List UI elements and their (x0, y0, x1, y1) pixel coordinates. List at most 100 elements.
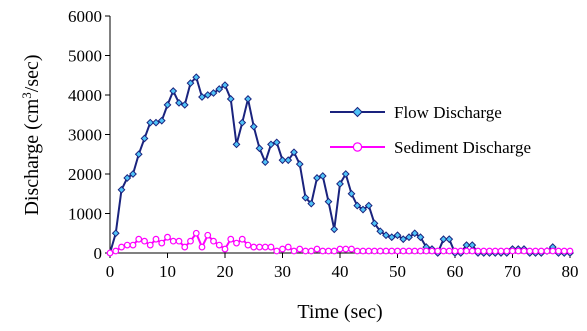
data-point (261, 243, 269, 251)
data-point (434, 247, 442, 255)
data-point (382, 247, 390, 255)
data-point (152, 235, 160, 243)
series-sediment-discharge (106, 229, 574, 257)
data-point (440, 247, 447, 255)
data-point (416, 233, 425, 242)
y-axis-title: Discharge (cm3/sec) (19, 54, 44, 215)
data-point (336, 179, 344, 188)
data-point (451, 247, 459, 255)
data-point (118, 243, 125, 251)
data-point (129, 241, 137, 249)
x-tick-label: 20 (217, 262, 234, 281)
data-point (290, 247, 298, 255)
data-point (221, 81, 229, 90)
series-flow-discharge (106, 73, 574, 257)
data-point (181, 243, 189, 251)
data-point (272, 138, 281, 147)
data-point (411, 247, 419, 255)
data-point (313, 245, 321, 253)
chart-axes (109, 16, 570, 254)
data-point (164, 233, 171, 241)
data-point (388, 247, 396, 255)
x-tick-label: 60 (447, 262, 464, 281)
data-point (341, 170, 350, 178)
x-tick-label: 50 (389, 262, 406, 281)
data-point (393, 231, 402, 240)
data-point (474, 247, 482, 255)
data-point (365, 247, 373, 255)
data-point (370, 219, 379, 228)
data-point (399, 235, 408, 244)
data-point (445, 235, 454, 244)
data-point (313, 174, 321, 182)
data-point (422, 247, 430, 255)
data-point (537, 247, 545, 255)
data-point (134, 150, 143, 159)
data-point (532, 247, 539, 255)
data-point (215, 241, 223, 249)
x-tick-label: 40 (332, 262, 349, 281)
data-point (141, 237, 148, 245)
data-point (330, 225, 339, 234)
data-point (480, 247, 488, 255)
data-point (284, 156, 293, 165)
data-point (238, 235, 246, 243)
data-point (318, 172, 327, 180)
data-point (123, 174, 132, 182)
y-tick-label: 5000 (68, 47, 102, 66)
data-point (192, 229, 200, 237)
y-tick-label: 6000 (68, 7, 102, 26)
data-point (192, 73, 201, 82)
data-point (353, 201, 362, 210)
data-point (301, 193, 310, 202)
data-point (198, 93, 206, 101)
y-tick-label: 1000 (68, 205, 102, 224)
data-point (215, 85, 224, 93)
data-point (376, 227, 385, 236)
chart-ticks: 0 1000 2000 3000 4000 5000 6000 0 10 20 30 40 50 60 70… (68, 7, 579, 281)
data-point (417, 247, 424, 255)
data-point (486, 247, 493, 255)
data-point (279, 245, 286, 253)
data-point (261, 158, 270, 167)
data-point (226, 95, 235, 103)
data-point (566, 247, 574, 255)
data-point (267, 243, 275, 251)
legend-marker (352, 106, 363, 118)
data-point (198, 243, 206, 251)
data-point (123, 241, 131, 249)
data-point (330, 247, 338, 255)
data-point (439, 235, 448, 244)
data-point (428, 247, 436, 255)
x-tick-label: 10 (159, 262, 176, 281)
legend-item-sediment: Sediment Discharge (330, 138, 531, 157)
data-point (169, 237, 177, 245)
data-point (227, 235, 235, 243)
data-point (221, 245, 229, 253)
data-point (163, 100, 172, 109)
data-point (146, 118, 155, 127)
data-point (232, 140, 241, 149)
data-point (376, 247, 384, 255)
data-point (347, 189, 356, 198)
y-tick-label: 3000 (68, 126, 102, 145)
legend-label: Flow Discharge (394, 103, 502, 122)
data-point (307, 247, 315, 255)
x-axis-title: Time (sec) (297, 301, 382, 323)
data-point (503, 247, 511, 255)
data-point (267, 140, 275, 149)
data-point (244, 241, 252, 249)
data-point (106, 249, 114, 257)
data-point (203, 91, 212, 99)
data-point (405, 247, 413, 255)
data-point (233, 239, 240, 247)
data-point (273, 247, 281, 255)
x-tick-label: 80 (562, 262, 579, 281)
data-point (457, 247, 465, 255)
data-point (238, 118, 247, 127)
data-point (520, 247, 528, 255)
y-tick-label: 4000 (68, 86, 102, 105)
data-point (175, 237, 183, 245)
y-tick-label: 0 (94, 244, 103, 263)
